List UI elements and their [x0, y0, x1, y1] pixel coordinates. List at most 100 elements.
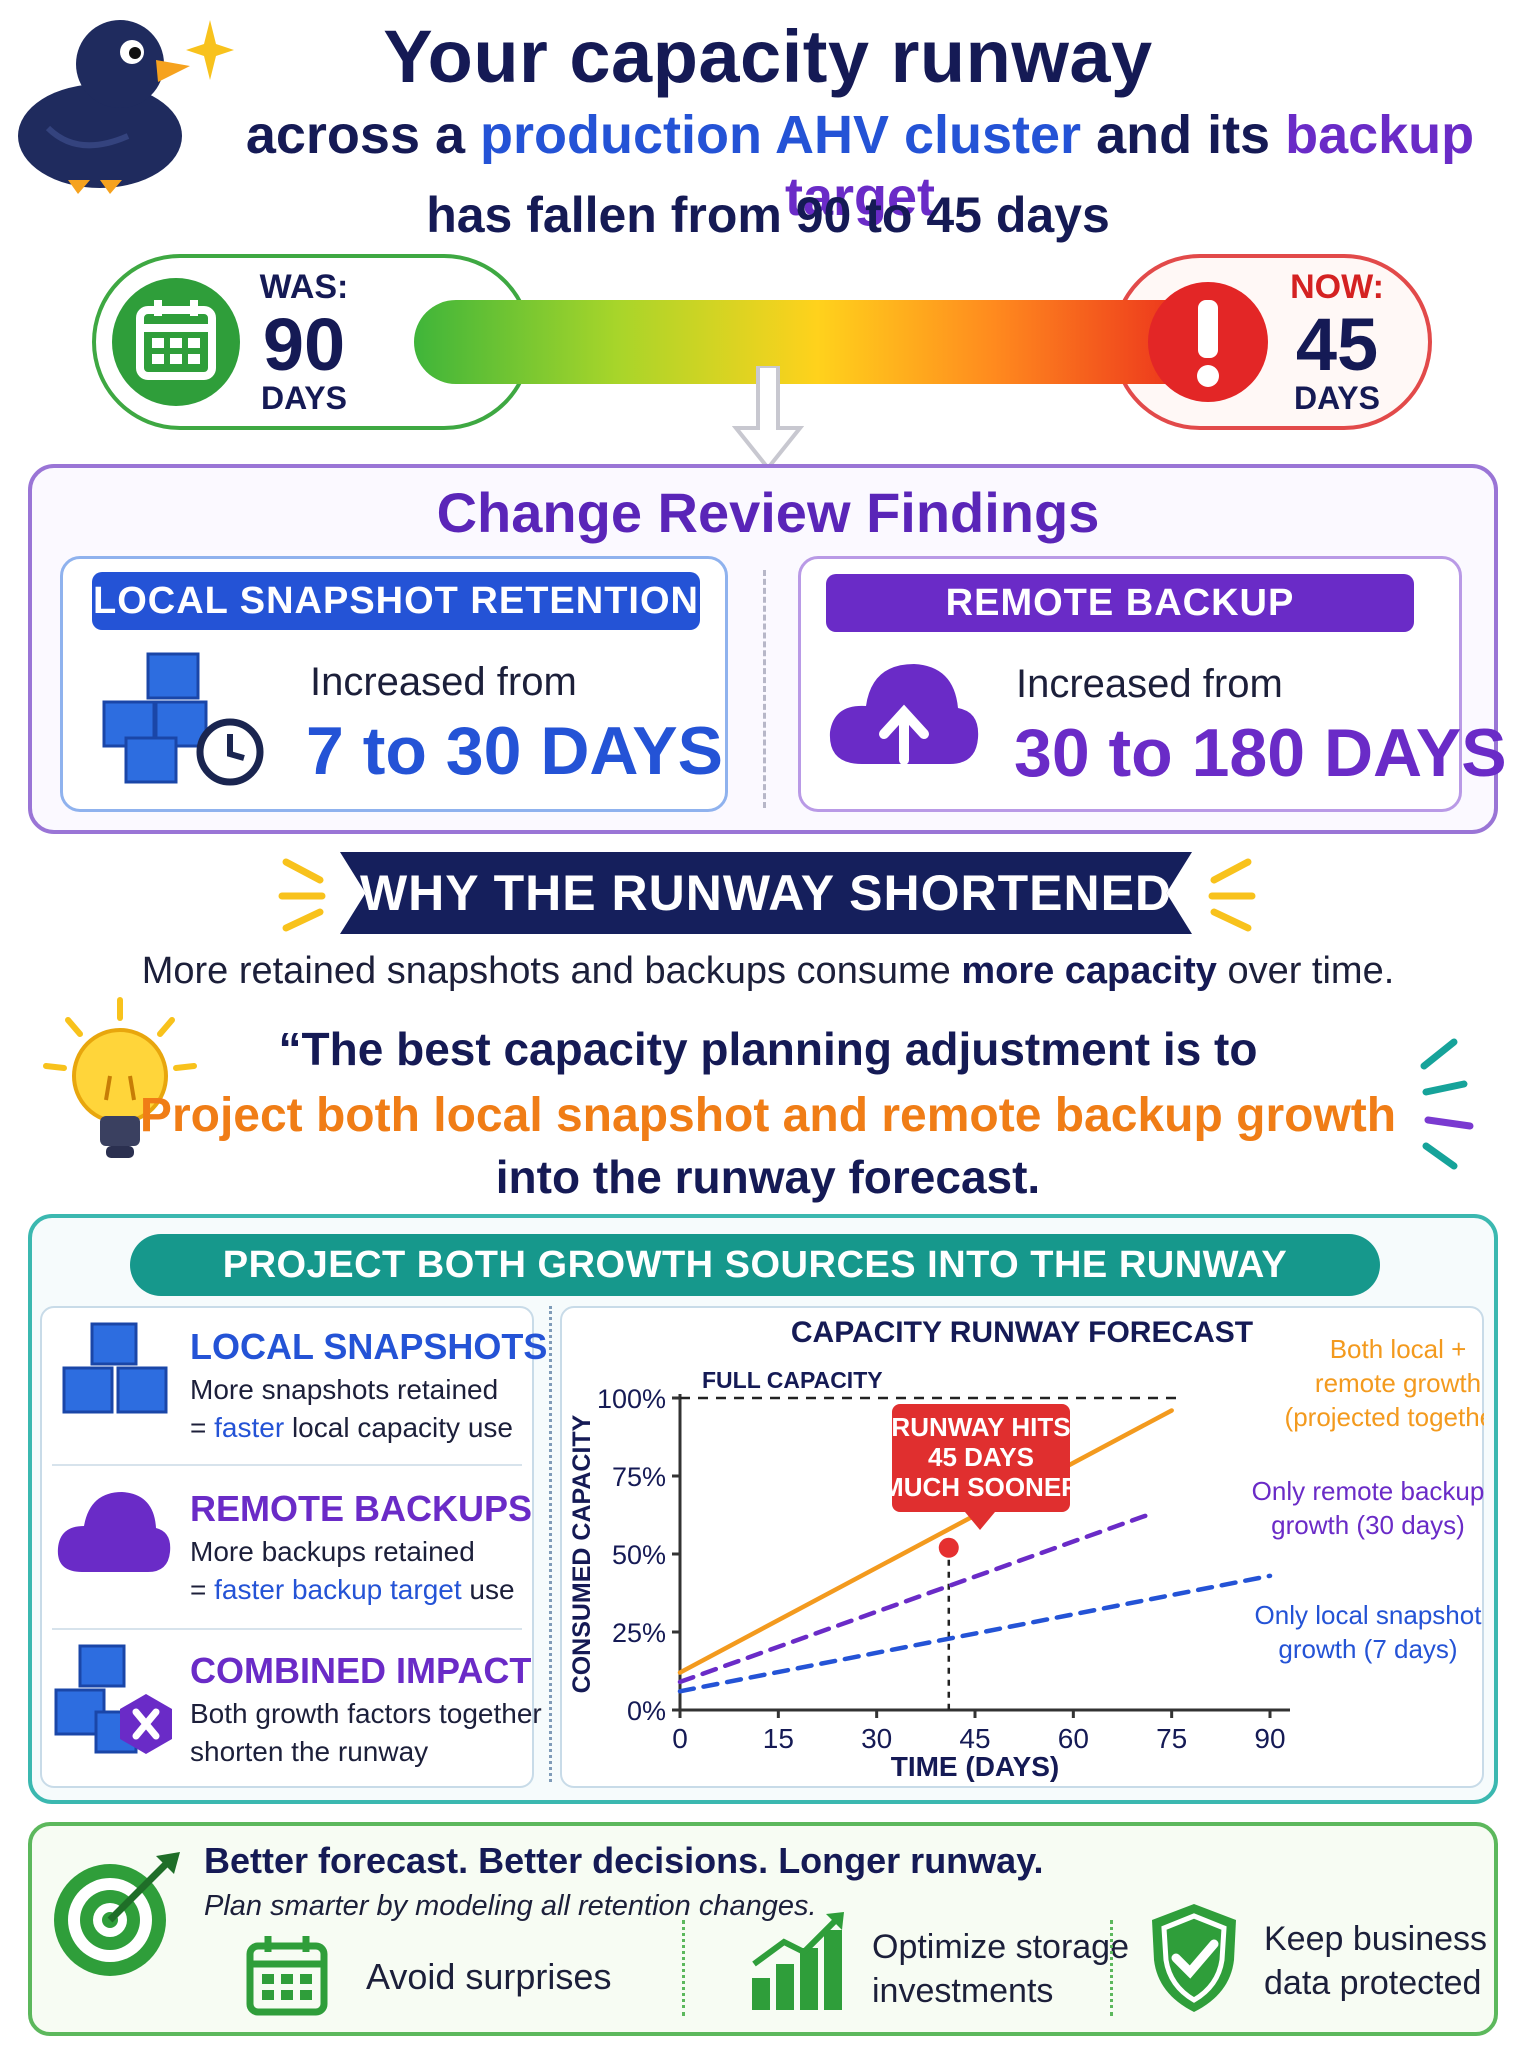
quote-line-1: “The best capacity planning adjustment i…: [278, 1023, 1258, 1075]
subtitle-backup: backup target: [784, 105, 1475, 227]
remote-increased-text: Increased from: [1016, 662, 1283, 706]
list-item-line: = faster local capacity use: [190, 1412, 513, 1444]
list-item-line: Both growth factors together: [190, 1698, 542, 1729]
x-tick-label: 0: [672, 1723, 688, 1754]
page-subline: has fallen from 90 to 45 days: [426, 187, 1110, 243]
was-value: 90: [262, 303, 346, 386]
series-label: remote growth: [1315, 1368, 1481, 1398]
series-line: [677, 1511, 1155, 1685]
runway-marker: [938, 1537, 959, 1558]
local-change-value: 7 to 30 DAYS: [306, 713, 723, 789]
shield-check-icon: [1152, 1904, 1236, 2012]
list-divider: [52, 1628, 522, 1630]
y-tick-label: 75%: [612, 1462, 666, 1492]
series-line: [677, 1573, 1273, 1694]
subtitle-text: across a: [245, 105, 481, 165]
local-increased-text: Increased from: [310, 660, 577, 704]
x-tick-label: 90: [1254, 1723, 1285, 1754]
list-item-text: =: [190, 1412, 215, 1443]
runway-comparison: WAS: 90 DAYS NOW: 45 DAYS: [92, 254, 1432, 430]
findings-title: Change Review Findings: [436, 481, 1100, 544]
remote-retention-tag: REMOTE BACKUP RETENTION: [826, 574, 1414, 682]
alert-icon: [1148, 282, 1268, 402]
x-tick-label: 60: [1058, 1723, 1089, 1754]
list-divider: [52, 1464, 522, 1466]
capacity-runway-chart: CAPACITY RUNWAY FORECAST 0% 25% 50% 75% 100% 0…: [568, 1316, 1484, 1782]
sparkle-icon: [186, 20, 234, 80]
chart-card: [560, 1306, 1484, 1788]
footer-item-optimize-l2: investments: [872, 1972, 1054, 2010]
x-axis-label: TIME (DAYS): [891, 1751, 1060, 1782]
series-label: (projected together): [1285, 1402, 1484, 1432]
subtitle-text: and its: [1081, 105, 1286, 165]
runway-callout-box: [892, 1404, 1070, 1512]
duck-icon: [18, 20, 190, 194]
calendar-icon: [246, 1936, 328, 2016]
runway-callout-text: MUCH SOONER: [882, 1472, 1080, 1502]
full-capacity-label: FULL CAPACITY: [702, 1367, 883, 1393]
runway-callout-text: RUNWAY HITS: [891, 1412, 1070, 1442]
why-text-post: over time.: [1216, 950, 1395, 992]
page-title: Your capacity runway: [383, 15, 1153, 98]
list-item-line: = faster backup target use: [190, 1574, 515, 1606]
footer-subtitle: Plan smarter by modeling all retention c…: [204, 1890, 817, 1922]
list-item-line: More snapshots retained: [190, 1374, 499, 1405]
list-item-title: LOCAL SNAPSHOTS: [190, 1326, 548, 1367]
list-item-text: =: [190, 1574, 215, 1605]
why-banner: WHY THE RUNWAY SHORTENED: [340, 852, 1192, 934]
why-text-bold: more capacity: [961, 950, 1217, 992]
runway-callout-pointer: [965, 1512, 995, 1530]
footer-item-protect-l1: Keep business: [1264, 1920, 1488, 1958]
footer-item-avoid-surprises: Avoid surprises: [366, 1956, 612, 1997]
cubes-icon: [62, 1322, 168, 1414]
quote-line-3: into the runway forecast.: [495, 1151, 1041, 1203]
accent-rays-icon: [1420, 1038, 1474, 1170]
why-text-pre: More retained snapshots and backups cons…: [141, 950, 962, 992]
y-tick-label: 50%: [612, 1540, 666, 1570]
list-item-title: REMOTE BACKUPS: [190, 1488, 533, 1529]
cloud-upload-icon: [829, 664, 979, 765]
runway-gradient-bar: [414, 300, 1220, 384]
list-item-highlight: faster backup target: [214, 1574, 462, 1605]
series-label: growth (7 days): [1278, 1634, 1457, 1664]
subtitle-cluster: production AHV cluster: [480, 105, 1082, 165]
remote-change-value: 30 to 180 DAYS: [1014, 715, 1507, 791]
series-label: Only remote backup: [1252, 1476, 1484, 1506]
now-label: NOW:: [1290, 268, 1384, 306]
list-item-text: local capacity use: [284, 1412, 513, 1443]
footer-item-protect-l2: data protected: [1264, 1964, 1482, 2002]
quote-line-2: Project both local snapshot and remote b…: [139, 1089, 1397, 1142]
bar-chart-icon: [752, 1912, 844, 2010]
list-item-title: COMBINED IMPACT: [190, 1650, 532, 1691]
why-text: More retained snapshots and backups cons…: [0, 950, 1536, 993]
series-label: growth (30 days): [1271, 1510, 1465, 1540]
target-icon: [54, 1852, 180, 1976]
chart-title: CAPACITY RUNWAY FORECAST: [791, 1316, 1253, 1349]
footer-divider: [1110, 1920, 1113, 2016]
was-unit: DAYS: [261, 380, 347, 416]
left-rays-icon: [278, 858, 326, 932]
series-label: Only local snapshot: [1255, 1600, 1483, 1630]
right-rays-icon: [1208, 858, 1256, 932]
x-tick-label: 45: [959, 1723, 990, 1754]
x-tick-label: 75: [1156, 1723, 1187, 1754]
findings-divider: [763, 570, 766, 808]
y-tick-label: 100%: [597, 1384, 666, 1414]
cloud-icon: [57, 1492, 171, 1572]
list-item-text: use: [461, 1574, 515, 1605]
now-unit: DAYS: [1294, 380, 1380, 416]
y-tick-label: 25%: [612, 1618, 666, 1648]
now-value: 45: [1295, 303, 1379, 386]
panel-divider: [549, 1306, 552, 1782]
y-tick-label: 0%: [627, 1696, 666, 1726]
list-item-line: More backups retained: [190, 1536, 475, 1567]
footer-divider: [682, 1920, 685, 2016]
x-tick-label: 30: [861, 1723, 892, 1754]
page-subtitle: across a production AHV cluster and its …: [180, 104, 1536, 228]
calendar-icon: [112, 278, 240, 406]
project-banner: PROJECT BOTH GROWTH SOURCES INTO THE RUN…: [130, 1234, 1380, 1348]
was-label: WAS:: [259, 268, 349, 306]
series-label: Both local +: [1330, 1334, 1467, 1364]
down-arrow-icon: [732, 366, 804, 472]
lightbulb-icon: [43, 997, 197, 1158]
